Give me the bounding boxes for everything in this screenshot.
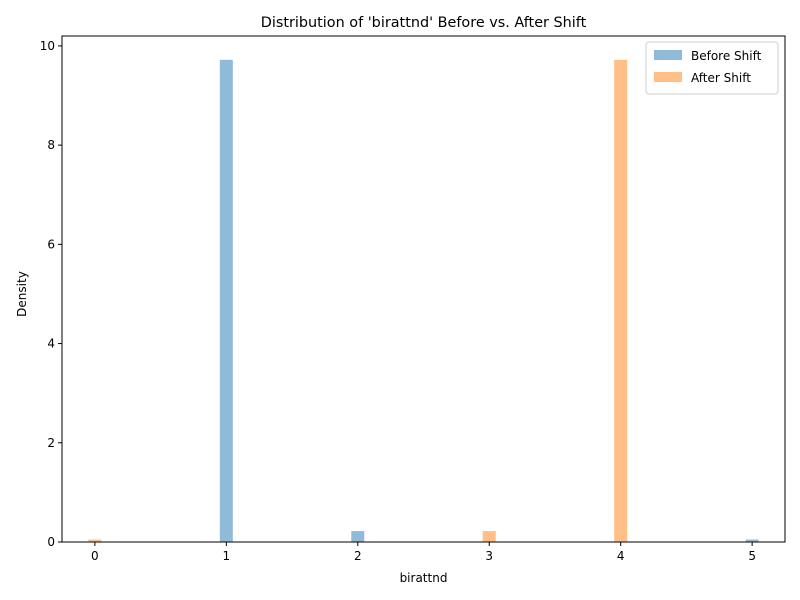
legend-swatch-before-shift — [654, 50, 682, 60]
legend-swatch-after-shift — [654, 72, 682, 82]
legend-label-before-shift: Before Shift — [691, 49, 762, 63]
y-tick-label: 2 — [47, 436, 55, 450]
y-tick-label: 8 — [47, 138, 55, 152]
bars-group — [88, 59, 759, 542]
y-tick-label: 0 — [47, 535, 55, 549]
bar-after-shift-3 — [482, 531, 496, 542]
y-tick-label: 4 — [47, 337, 55, 351]
x-tick-label: 1 — [222, 549, 230, 563]
axes-group: 0 1 2 3 4 5 0 2 4 6 8 10 — [40, 35, 786, 563]
bar-after-shift-4 — [614, 59, 628, 542]
y-axis-label: Density — [15, 271, 29, 317]
x-tick-label: 4 — [617, 549, 625, 563]
bar-before-shift-1 — [219, 59, 233, 542]
bar-before-shift-5 — [745, 539, 759, 542]
y-tick-label: 6 — [47, 237, 55, 251]
x-tick-label: 5 — [748, 549, 756, 563]
bar-before-shift-2 — [351, 531, 365, 542]
legend: Before Shift After Shift — [645, 41, 779, 95]
x-tick-label: 3 — [485, 549, 493, 563]
x-tick-label: 0 — [91, 549, 99, 563]
x-axis-label: birattnd — [400, 571, 448, 585]
axes-frame — [61, 35, 786, 543]
chart-title: Distribution of 'birattnd' Before vs. Af… — [261, 15, 587, 31]
legend-label-after-shift: After Shift — [691, 71, 751, 85]
y-tick-label: 10 — [40, 39, 55, 53]
bar-after-shift-0 — [88, 539, 102, 542]
x-tick-label: 2 — [354, 549, 362, 563]
